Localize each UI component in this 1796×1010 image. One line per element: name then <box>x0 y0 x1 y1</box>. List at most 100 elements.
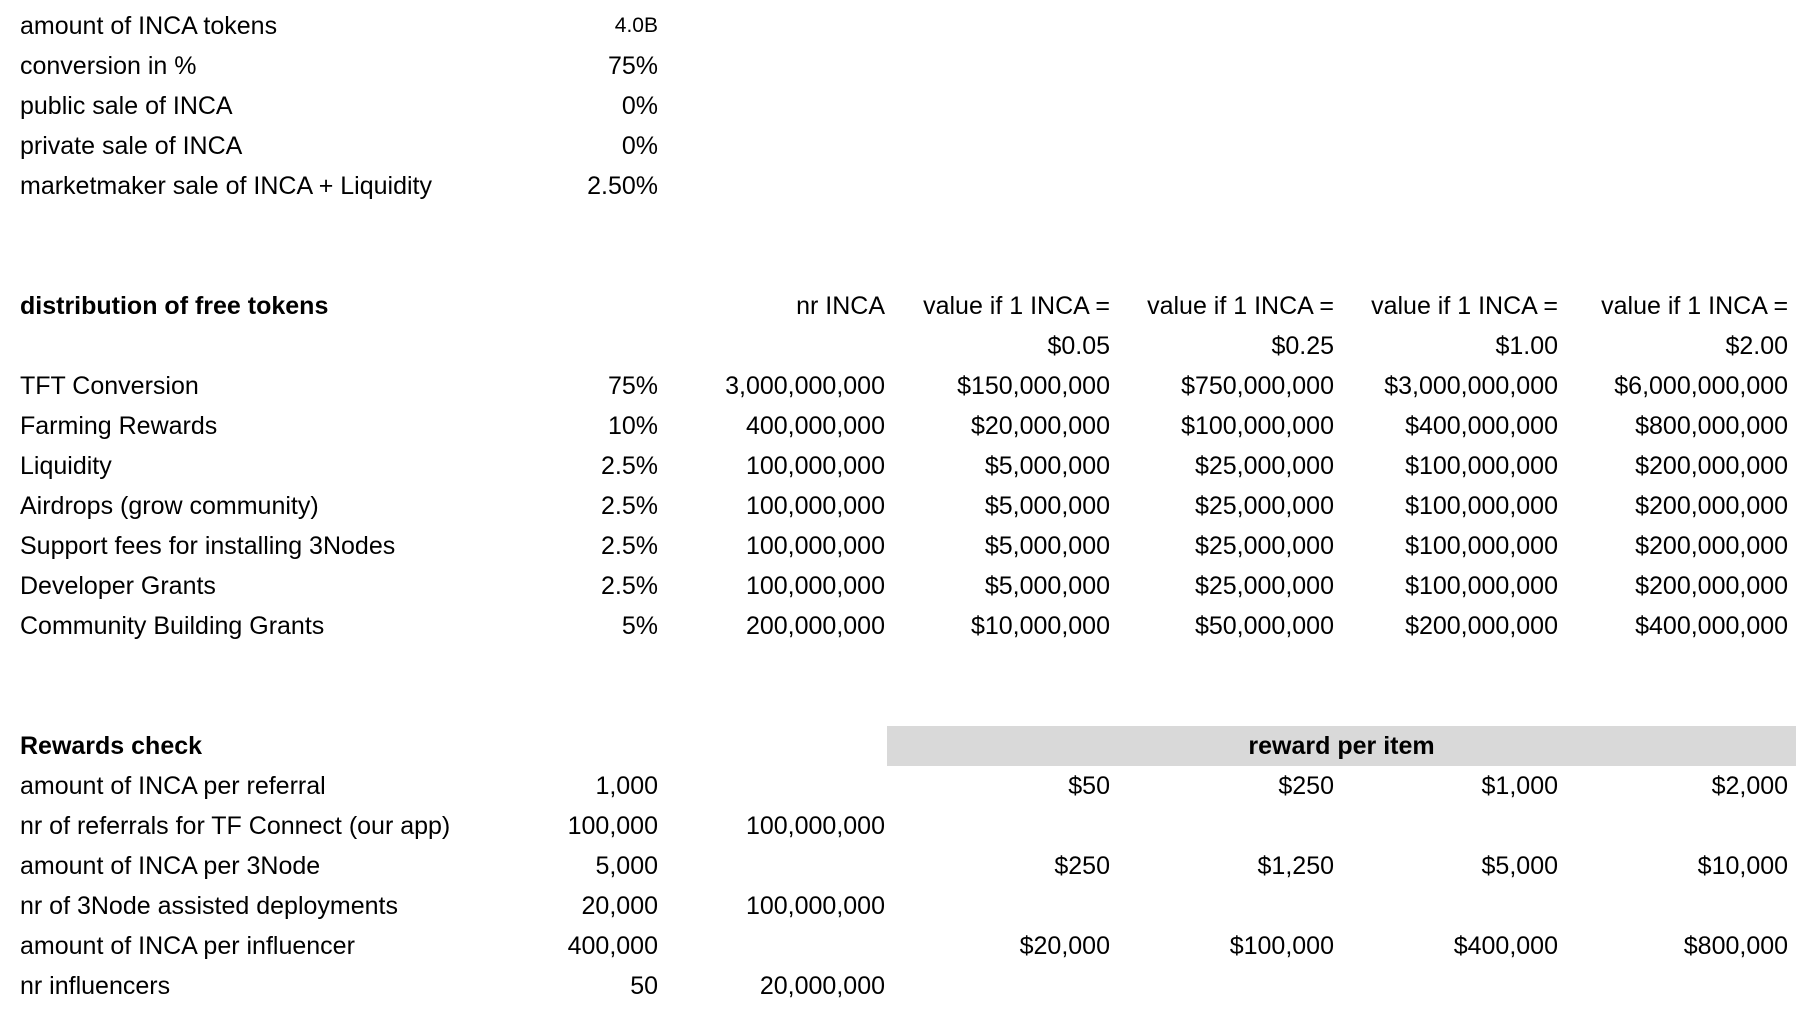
dist-value: $3,000,000,000 <box>1384 372 1558 400</box>
reward-row: nr influencers 50 20,000,000 <box>0 966 1796 1006</box>
spacer-row <box>0 206 1796 246</box>
reward-value: $2,000 <box>1711 772 1789 800</box>
rewards-title: Rewards check <box>20 732 203 760</box>
dist-value: $50,000,000 <box>1194 612 1334 640</box>
reward-row: nr of referrals for TF Connect (our app)… <box>0 806 1796 846</box>
reward-label: nr influencers <box>20 972 171 1000</box>
param-row: marketmaker sale of INCA + Liquidity 2.5… <box>0 166 1796 206</box>
dist-pct: 2.5% <box>601 532 658 560</box>
dist-value: $5,000,000 <box>984 532 1110 560</box>
reward-total <box>660 846 887 886</box>
empty-cell <box>0 246 1796 286</box>
dist-pct: 2.5% <box>601 572 658 600</box>
param-value: 2.50% <box>587 172 658 200</box>
distribution-row: Community Building Grants 5% 200,000,000… <box>0 606 1796 646</box>
empty-cell <box>660 86 1796 126</box>
reward-amount: 5,000 <box>595 852 658 880</box>
distribution-row: Farming Rewards 10% 400,000,000 $20,000,… <box>0 406 1796 446</box>
dist-value: $800,000,000 <box>1635 412 1789 440</box>
empty-cell <box>660 46 1796 86</box>
dist-value: $200,000,000 <box>1635 532 1789 560</box>
reward-label: nr of referrals for TF Connect (our app) <box>20 812 451 840</box>
empty-cell <box>460 726 660 766</box>
dist-pct: 10% <box>607 412 658 440</box>
dist-value: $100,000,000 <box>1405 492 1558 520</box>
reward-value <box>887 966 1112 1006</box>
reward-value <box>1560 806 1796 846</box>
param-row: private sale of INCA 0% <box>0 126 1796 166</box>
reward-value: $1,000 <box>1481 772 1558 800</box>
distribution-row: Support fees for installing 3Nodes 2.5% … <box>0 526 1796 566</box>
dist-nr-inca: 100,000,000 <box>745 492 885 520</box>
price-header-4: $2.00 <box>1725 332 1789 360</box>
reward-value <box>887 886 1112 926</box>
dist-nr-inca: 200,000,000 <box>745 612 885 640</box>
reward-amount: 100,000 <box>567 812 658 840</box>
dist-value: $200,000,000 <box>1635 492 1789 520</box>
dist-value: $100,000,000 <box>1405 572 1558 600</box>
dist-value: $750,000,000 <box>1181 372 1334 400</box>
dist-label: TFT Conversion <box>20 372 199 400</box>
distribution-row: Developer Grants 2.5% 100,000,000 $5,000… <box>0 566 1796 606</box>
dist-label: Farming Rewards <box>20 412 218 440</box>
reward-value: $10,000 <box>1697 852 1789 880</box>
reward-row: nr of 3Node assisted deployments 20,000 … <box>0 886 1796 926</box>
dist-label: Support fees for installing 3Nodes <box>20 532 396 560</box>
empty-cell <box>0 686 1796 726</box>
param-row: amount of INCA tokens 4.0B <box>0 6 1796 46</box>
reward-label: amount of INCA per 3Node <box>20 852 321 880</box>
empty-cell <box>0 646 1796 686</box>
reward-label: amount of INCA per referral <box>20 772 326 800</box>
dist-value: $5,000,000 <box>984 452 1110 480</box>
reward-value <box>887 806 1112 846</box>
reward-value <box>1112 886 1336 926</box>
dist-pct: 2.5% <box>601 452 658 480</box>
dist-value: $150,000,000 <box>957 372 1110 400</box>
reward-total <box>660 926 887 966</box>
dist-label: Airdrops (grow community) <box>20 492 319 520</box>
dist-nr-inca: 3,000,000,000 <box>725 372 885 400</box>
reward-value: $800,000 <box>1683 932 1789 960</box>
price-header-1: $0.05 <box>1047 332 1110 360</box>
distribution-row: Liquidity 2.5% 100,000,000 $5,000,000 $2… <box>0 446 1796 486</box>
empty-cell <box>460 326 660 366</box>
value-header-4: value if 1 INCA = <box>1601 292 1789 320</box>
dist-value: $400,000,000 <box>1405 412 1558 440</box>
param-label: amount of INCA tokens <box>20 12 278 40</box>
empty-cell <box>460 286 660 326</box>
param-row: conversion in % 75% <box>0 46 1796 86</box>
value-header-1: value if 1 INCA = <box>923 292 1110 320</box>
dist-value: $20,000,000 <box>970 412 1110 440</box>
reward-total: 100,000,000 <box>745 892 885 920</box>
reward-value: $100,000 <box>1229 932 1334 960</box>
reward-amount: 20,000 <box>581 892 658 920</box>
price-header-3: $1.00 <box>1495 332 1558 360</box>
reward-value: $400,000 <box>1453 932 1558 960</box>
reward-band: reward per item <box>887 726 1796 766</box>
empty-cell <box>660 126 1796 166</box>
dist-value: $25,000,000 <box>1194 492 1334 520</box>
reward-total: 100,000,000 <box>745 812 885 840</box>
param-value: 0% <box>621 92 658 120</box>
param-value: 0% <box>621 132 658 160</box>
distribution-row: TFT Conversion 75% 3,000,000,000 $150,00… <box>0 366 1796 406</box>
reward-value: $250 <box>1054 852 1110 880</box>
dist-value: $100,000,000 <box>1405 532 1558 560</box>
spacer-row <box>0 246 1796 286</box>
reward-row: amount of INCA per influencer 400,000 $2… <box>0 926 1796 966</box>
reward-label: nr of 3Node assisted deployments <box>20 892 398 920</box>
distribution-row: Airdrops (grow community) 2.5% 100,000,0… <box>0 486 1796 526</box>
spacer-row <box>0 646 1796 686</box>
empty-cell <box>660 6 1796 46</box>
dist-value: $100,000,000 <box>1181 412 1334 440</box>
reward-label: amount of INCA per influencer <box>20 932 355 960</box>
param-row: public sale of INCA 0% <box>0 86 1796 126</box>
reward-value <box>1112 806 1336 846</box>
value-header-3: value if 1 INCA = <box>1371 292 1558 320</box>
value-header-2: value if 1 INCA = <box>1147 292 1334 320</box>
reward-value: $5,000 <box>1481 852 1558 880</box>
reward-row: amount of INCA per 3Node 5,000 $250 $1,2… <box>0 846 1796 886</box>
reward-value: $20,000 <box>1019 932 1110 960</box>
dist-value: $6,000,000,000 <box>1614 372 1789 400</box>
reward-amount: 50 <box>630 972 658 1000</box>
